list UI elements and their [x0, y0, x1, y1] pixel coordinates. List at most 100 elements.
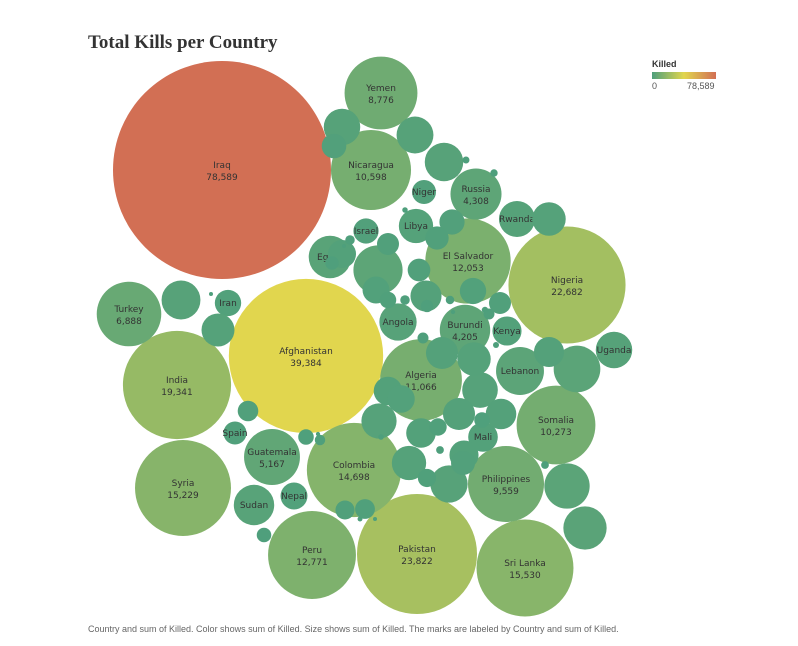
- bubble-syria[interactable]: [135, 440, 231, 536]
- bubble-philippines[interactable]: [467, 445, 545, 523]
- bubble-unlabeled-50[interactable]: [445, 295, 455, 305]
- bubble-unlabeled-31[interactable]: [407, 258, 431, 282]
- bubble-unlabeled-52[interactable]: [541, 461, 549, 469]
- color-legend: Killed 0 78,589: [652, 59, 722, 91]
- bubble-unlabeled-27[interactable]: [439, 209, 465, 235]
- bubble-unlabeled-16[interactable]: [442, 397, 476, 431]
- bubble-label-iran: Iran: [219, 299, 237, 309]
- bubble-unlabeled-62[interactable]: [209, 292, 213, 296]
- bubble-unlabeled-44[interactable]: [420, 299, 434, 313]
- legend-max-label: 78,589: [687, 81, 715, 91]
- bubble-unlabeled-3[interactable]: [563, 506, 607, 550]
- bubble-unlabeled-19[interactable]: [533, 336, 565, 368]
- bubble-unlabeled-45[interactable]: [417, 332, 429, 344]
- legend-min-label: 0: [652, 81, 658, 91]
- bubble-kenya[interactable]: [492, 316, 522, 346]
- bubble-unlabeled-2[interactable]: [544, 463, 590, 509]
- bubble-unlabeled-63[interactable]: [373, 517, 377, 521]
- bubble-unlabeled-33[interactable]: [489, 292, 511, 314]
- bubble-unlabeled-15[interactable]: [425, 336, 459, 370]
- bubble-unlabeled-64[interactable]: [342, 244, 346, 248]
- bubble-unlabeled-47[interactable]: [314, 434, 326, 446]
- bubble-afghanistan[interactable]: [228, 278, 384, 434]
- bubble-peru[interactable]: [268, 511, 356, 599]
- bubble-nicaragua[interactable]: [330, 129, 412, 211]
- bubble-nigeria[interactable]: [508, 226, 626, 344]
- bubble-unlabeled-55[interactable]: [481, 306, 489, 314]
- bubble-unlabeled-36[interactable]: [335, 500, 355, 520]
- bubble-mali[interactable]: [468, 422, 498, 452]
- bubble-unlabeled-24[interactable]: [387, 385, 415, 413]
- bubble-unlabeled-30[interactable]: [425, 226, 449, 250]
- bubble-unlabeled-39[interactable]: [379, 291, 397, 309]
- bubble-unlabeled-9[interactable]: [462, 372, 498, 408]
- bubble-unlabeled-60[interactable]: [315, 431, 321, 437]
- bubble-label-turkey: Turkey: [113, 305, 144, 315]
- bubble-unlabeled-43[interactable]: [325, 256, 339, 270]
- bubble-unlabeled-12[interactable]: [457, 342, 491, 376]
- bubble-pakistan[interactable]: [356, 493, 478, 615]
- bubble-value-russia: 4,308: [463, 197, 489, 207]
- bubble-unlabeled-56[interactable]: [492, 341, 500, 349]
- bubble-unlabeled-38[interactable]: [429, 418, 447, 436]
- bubble-unlabeled-18[interactable]: [485, 398, 517, 430]
- bubble-unlabeled-7[interactable]: [430, 465, 468, 503]
- bubble-unlabeled-41[interactable]: [474, 412, 490, 428]
- bubble-unlabeled-51[interactable]: [436, 446, 444, 454]
- bubble-label-nicaragua: Nicaragua: [348, 161, 394, 171]
- bubble-unlabeled-54[interactable]: [462, 156, 470, 164]
- bubble-libya[interactable]: [398, 208, 434, 244]
- bubble-angola[interactable]: [379, 303, 417, 341]
- bubble-unlabeled-14[interactable]: [201, 313, 235, 347]
- bubble-label-sri-lanka: Sri Lanka: [504, 559, 546, 569]
- bubble-unlabeled-40[interactable]: [298, 429, 314, 445]
- bubble-label-yemen: Yemen: [365, 84, 396, 94]
- bubble-unlabeled-34[interactable]: [237, 400, 259, 422]
- bubble-spain[interactable]: [223, 421, 247, 445]
- bubble-unlabeled-10[interactable]: [361, 403, 397, 439]
- bubble-nepal[interactable]: [280, 482, 308, 510]
- bubble-turkey[interactable]: [96, 281, 162, 347]
- bubble-unlabeled-1[interactable]: [553, 345, 601, 393]
- bubble-lebanon[interactable]: [496, 347, 544, 395]
- bubble-label-algeria: Algeria: [405, 371, 437, 381]
- bubble-guatemala[interactable]: [244, 429, 300, 485]
- bubble-rwanda[interactable]: [498, 200, 536, 238]
- bubble-unlabeled-42[interactable]: [256, 527, 272, 543]
- bubble-unlabeled-59[interactable]: [357, 516, 363, 522]
- bubble-value-philippines: 9,559: [493, 487, 519, 497]
- bubble-unlabeled-11[interactable]: [391, 445, 427, 481]
- bubble-sri-lanka[interactable]: [476, 519, 574, 617]
- bubble-unlabeled-49[interactable]: [345, 235, 355, 245]
- bubble-unlabeled-48[interactable]: [400, 295, 410, 305]
- bubble-unlabeled-29[interactable]: [451, 451, 475, 475]
- bubble-unlabeled-58[interactable]: [378, 434, 384, 440]
- bubble-india[interactable]: [122, 330, 232, 440]
- bubble-unlabeled-20[interactable]: [406, 418, 436, 448]
- bubble-unlabeled-28[interactable]: [321, 133, 347, 159]
- bubble-unlabeled-35[interactable]: [355, 499, 375, 519]
- bubble-yemen[interactable]: [344, 56, 418, 130]
- bubble-unlabeled-17[interactable]: [410, 280, 442, 312]
- bubble-sudan[interactable]: [233, 484, 275, 526]
- bubble-iran[interactable]: [214, 289, 242, 317]
- bubble-unlabeled-61[interactable]: [450, 309, 456, 315]
- bubble-unlabeled-5[interactable]: [424, 142, 464, 182]
- bubble-unlabeled-13[interactable]: [532, 202, 566, 236]
- bubble-unlabeled-53[interactable]: [490, 169, 498, 177]
- bubble-unlabeled-26[interactable]: [459, 277, 487, 305]
- bubble-colombia[interactable]: [306, 422, 402, 518]
- bubble-russia[interactable]: [450, 168, 502, 220]
- bubble-unlabeled-4[interactable]: [161, 280, 201, 320]
- bubble-niger[interactable]: [412, 180, 436, 204]
- bubble-unlabeled-37[interactable]: [417, 468, 437, 488]
- bubble-israel[interactable]: [353, 218, 379, 244]
- bubble-label-rwanda: Rwanda: [499, 215, 535, 225]
- bubble-iraq[interactable]: [113, 61, 331, 279]
- bubble-unlabeled-32[interactable]: [377, 233, 399, 255]
- bubble-unlabeled-6[interactable]: [396, 116, 434, 154]
- bubble-value-burundi: 4,205: [452, 333, 478, 343]
- bubble-uganda[interactable]: [595, 331, 633, 369]
- bubble-unlabeled-57[interactable]: [402, 207, 408, 213]
- bubble-somalia[interactable]: [516, 385, 596, 465]
